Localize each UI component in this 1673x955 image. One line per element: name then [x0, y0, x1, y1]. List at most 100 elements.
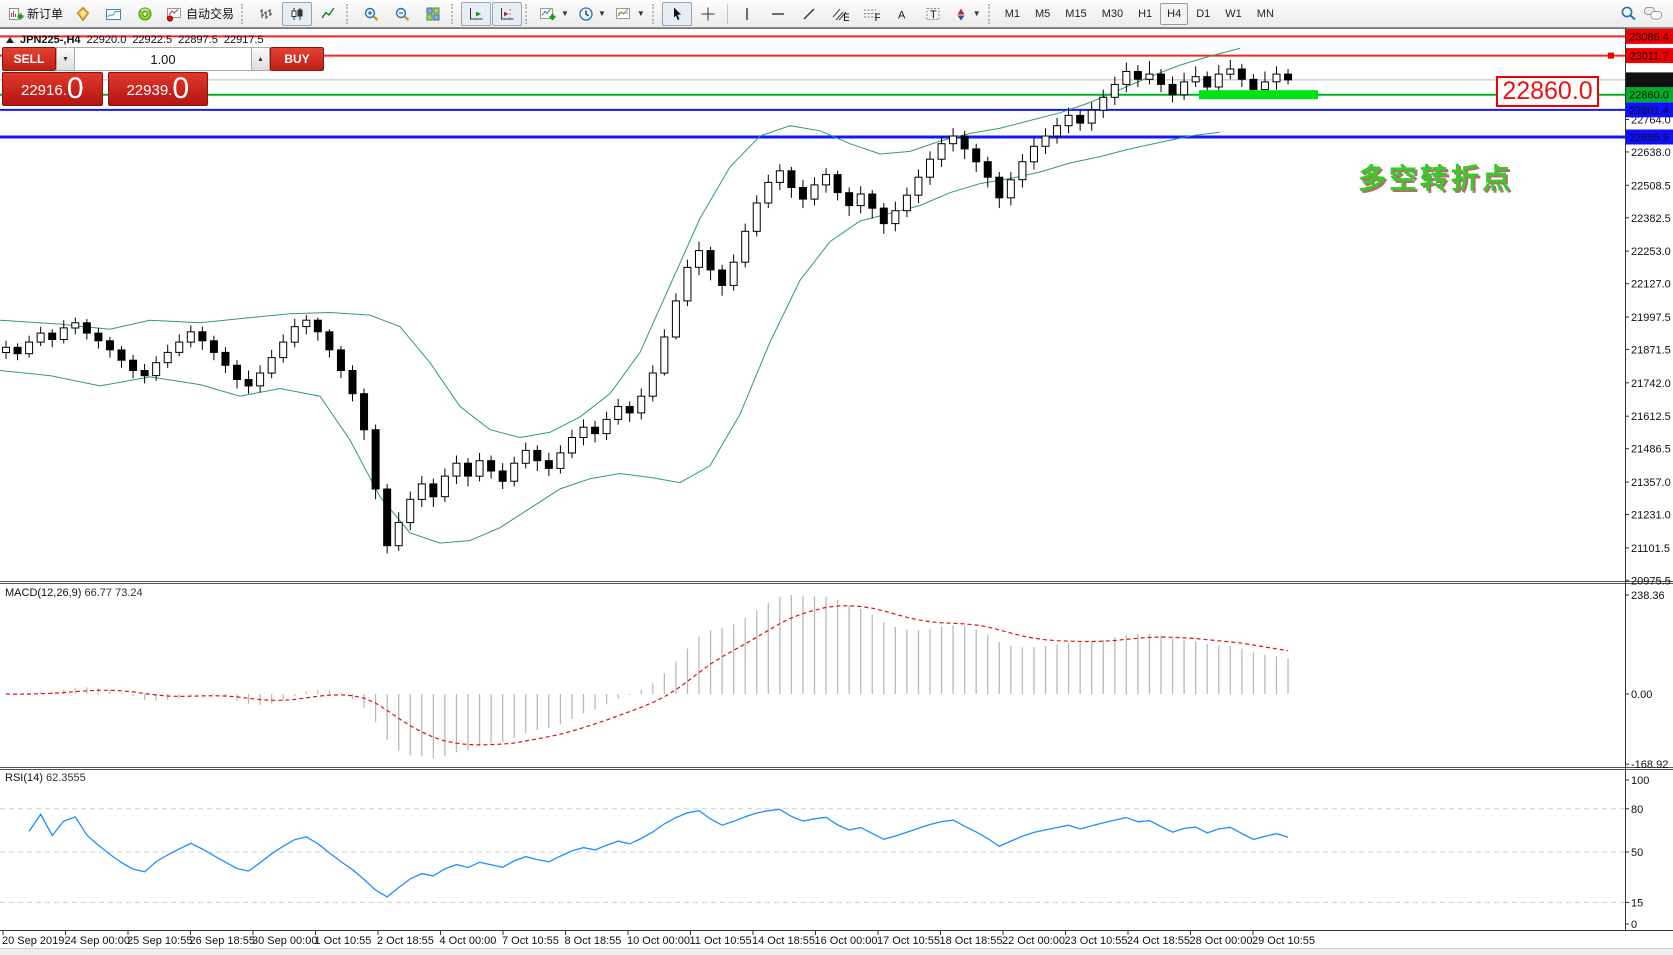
text-icon: A — [895, 6, 909, 22]
buy-price-button[interactable]: 22939. 0 — [107, 72, 208, 106]
rsi-indicator-label: RSI(14) 62.3555 — [5, 772, 86, 784]
bar-chart-button[interactable] — [251, 2, 281, 26]
indicators-button[interactable]: ▼ — [535, 2, 573, 26]
close-value: 22917.5 — [223, 34, 264, 46]
search-icon[interactable] — [1619, 5, 1637, 22]
tile-windows-button[interactable] — [418, 2, 448, 26]
svg-text:-168.92: -168.92 — [1631, 759, 1668, 771]
timeframe-d1-button[interactable]: D1 — [1196, 7, 1211, 20]
templates-button[interactable]: ▼ — [611, 2, 649, 26]
vertical-line-tool-button[interactable] — [732, 2, 762, 26]
chart-window-button[interactable] — [99, 2, 129, 26]
rsi-value: 62.3555 — [45, 772, 86, 784]
chat-icon[interactable] — [1643, 5, 1663, 22]
svg-text:22127.0: 22127.0 — [1631, 279, 1671, 291]
svg-text:21101.5: 21101.5 — [1631, 543, 1670, 555]
volume-increase-button[interactable]: ▲ — [251, 47, 270, 71]
macd-value: 66.77 — [84, 587, 113, 599]
auto-trading-label: 自动交易 — [186, 7, 235, 21]
svg-text:15: 15 — [1631, 897, 1643, 909]
equidistant-channel-tool-button[interactable]: E — [825, 2, 855, 26]
new-order-button[interactable]: 新订单 — [4, 2, 67, 26]
svg-text:E: E — [843, 12, 849, 22]
timeframe-h4-button[interactable]: H4 — [1160, 2, 1189, 25]
auto-scroll-icon — [468, 6, 484, 22]
timeframe-w1-button[interactable]: W1 — [1225, 7, 1242, 20]
text-label-tool-button[interactable]: T — [918, 2, 948, 26]
svg-text:0: 0 — [1631, 919, 1637, 931]
text-label-icon: T — [925, 6, 941, 22]
crosshair-icon — [700, 6, 716, 22]
sell-button[interactable]: SELL — [2, 47, 56, 71]
zoom-out-button[interactable] — [387, 2, 417, 26]
status-strip — [0, 948, 1673, 955]
new-order-label: 新订单 — [27, 7, 64, 21]
svg-text:22917.5: 22917.5 — [1629, 75, 1669, 87]
toolbar-drag-handle — [987, 3, 993, 24]
svg-text:22638.0: 22638.0 — [1631, 147, 1671, 159]
zoom-in-button[interactable] — [356, 2, 386, 26]
arrows-tool-button[interactable]: ▼ — [949, 2, 985, 26]
toolbar-drag-handle — [525, 3, 530, 24]
timeframe-mn-button[interactable]: MN — [1256, 7, 1274, 20]
candles — [2, 60, 1293, 554]
market-watch-button[interactable] — [68, 2, 98, 26]
timeframe-m15-button[interactable]: M15 — [1065, 7, 1087, 20]
svg-text:28 Oct 00:00: 28 Oct 00:00 — [1190, 935, 1253, 947]
timeframe-h1-button[interactable]: H1 — [1138, 7, 1153, 20]
chevron-down-icon[interactable]: ▼ — [636, 9, 645, 18]
macd-indicator-label: MACD(12,26,9) 66.77 73.24 — [5, 587, 143, 599]
chart-shift-button[interactable] — [492, 1, 523, 26]
auto-trading-button[interactable]: 自动交易 — [161, 2, 238, 26]
cursor-tool-button[interactable] — [661, 1, 692, 26]
chevron-down-icon[interactable]: ▼ — [597, 9, 606, 18]
rsi-pane: 100 80 50 15 0 — [0, 775, 1649, 931]
sell-price-main: 22916. — [20, 82, 67, 99]
svg-text:26 Sep 18:55: 26 Sep 18:55 — [190, 935, 255, 947]
timeframe-m30-button[interactable]: M30 — [1101, 7, 1124, 20]
svg-text:22860.0: 22860.0 — [1629, 90, 1669, 102]
chart-window-icon — [105, 6, 123, 22]
volume-input[interactable] — [75, 47, 251, 71]
svg-text:21231.0: 21231.0 — [1631, 510, 1671, 522]
signal-button[interactable] — [130, 2, 160, 26]
svg-text:22253.0: 22253.0 — [1631, 246, 1671, 258]
candlestick-chart-button[interactable] — [282, 1, 313, 26]
chevron-down-icon[interactable]: ▼ — [972, 9, 981, 18]
volume-decrease-button[interactable]: ▼ — [56, 47, 75, 71]
svg-text:17 Oct 10:55: 17 Oct 10:55 — [877, 935, 940, 947]
toolbar-drag-handle — [651, 3, 657, 24]
indicators-icon — [539, 6, 557, 22]
buy-button[interactable]: BUY — [270, 47, 324, 71]
svg-text:22 Oct 00:00: 22 Oct 00:00 — [1002, 935, 1065, 947]
fibonacci-icon: F — [862, 6, 880, 22]
periods-button[interactable]: ▼ — [574, 2, 610, 26]
svg-text:21871.5: 21871.5 — [1631, 344, 1671, 356]
svg-text:1 Oct 10:55: 1 Oct 10:55 — [315, 935, 372, 947]
svg-text:23 Oct 10:55: 23 Oct 10:55 — [1065, 935, 1128, 947]
trendline-icon — [801, 6, 817, 22]
svg-text:238.36: 238.36 — [1631, 590, 1665, 602]
price-level-callout[interactable]: 22860.0 — [1496, 76, 1599, 107]
svg-text:100: 100 — [1631, 775, 1649, 787]
svg-text:2 Oct 18:55: 2 Oct 18:55 — [377, 935, 434, 947]
svg-text:21357.0: 21357.0 — [1631, 477, 1671, 489]
chevron-down-icon[interactable]: ▼ — [561, 9, 569, 18]
svg-text:25 Sep 10:55: 25 Sep 10:55 — [127, 935, 192, 947]
trendline-tool-button[interactable] — [794, 2, 824, 26]
collapse-triangle-icon[interactable] — [6, 37, 14, 43]
timeframe-m5-button[interactable]: M5 — [1035, 7, 1051, 20]
line-chart-button[interactable] — [313, 2, 343, 26]
auto-scroll-button[interactable] — [461, 1, 492, 26]
candlestick-chart-icon — [289, 6, 305, 22]
timeframe-m1-button[interactable]: M1 — [1004, 7, 1020, 20]
symbol-period-label: JPN225-,H4 — [20, 34, 81, 46]
crosshair-tool-button[interactable] — [693, 2, 723, 26]
text-tool-button[interactable]: A — [887, 2, 917, 26]
horizontal-line-tool-button[interactable] — [763, 2, 793, 26]
sell-price-button[interactable]: 22916. 0 — [2, 72, 103, 106]
bar-chart-icon — [258, 6, 274, 22]
fibonacci-tool-button[interactable]: F — [856, 2, 886, 26]
toolbar-drag-handle — [451, 3, 456, 24]
